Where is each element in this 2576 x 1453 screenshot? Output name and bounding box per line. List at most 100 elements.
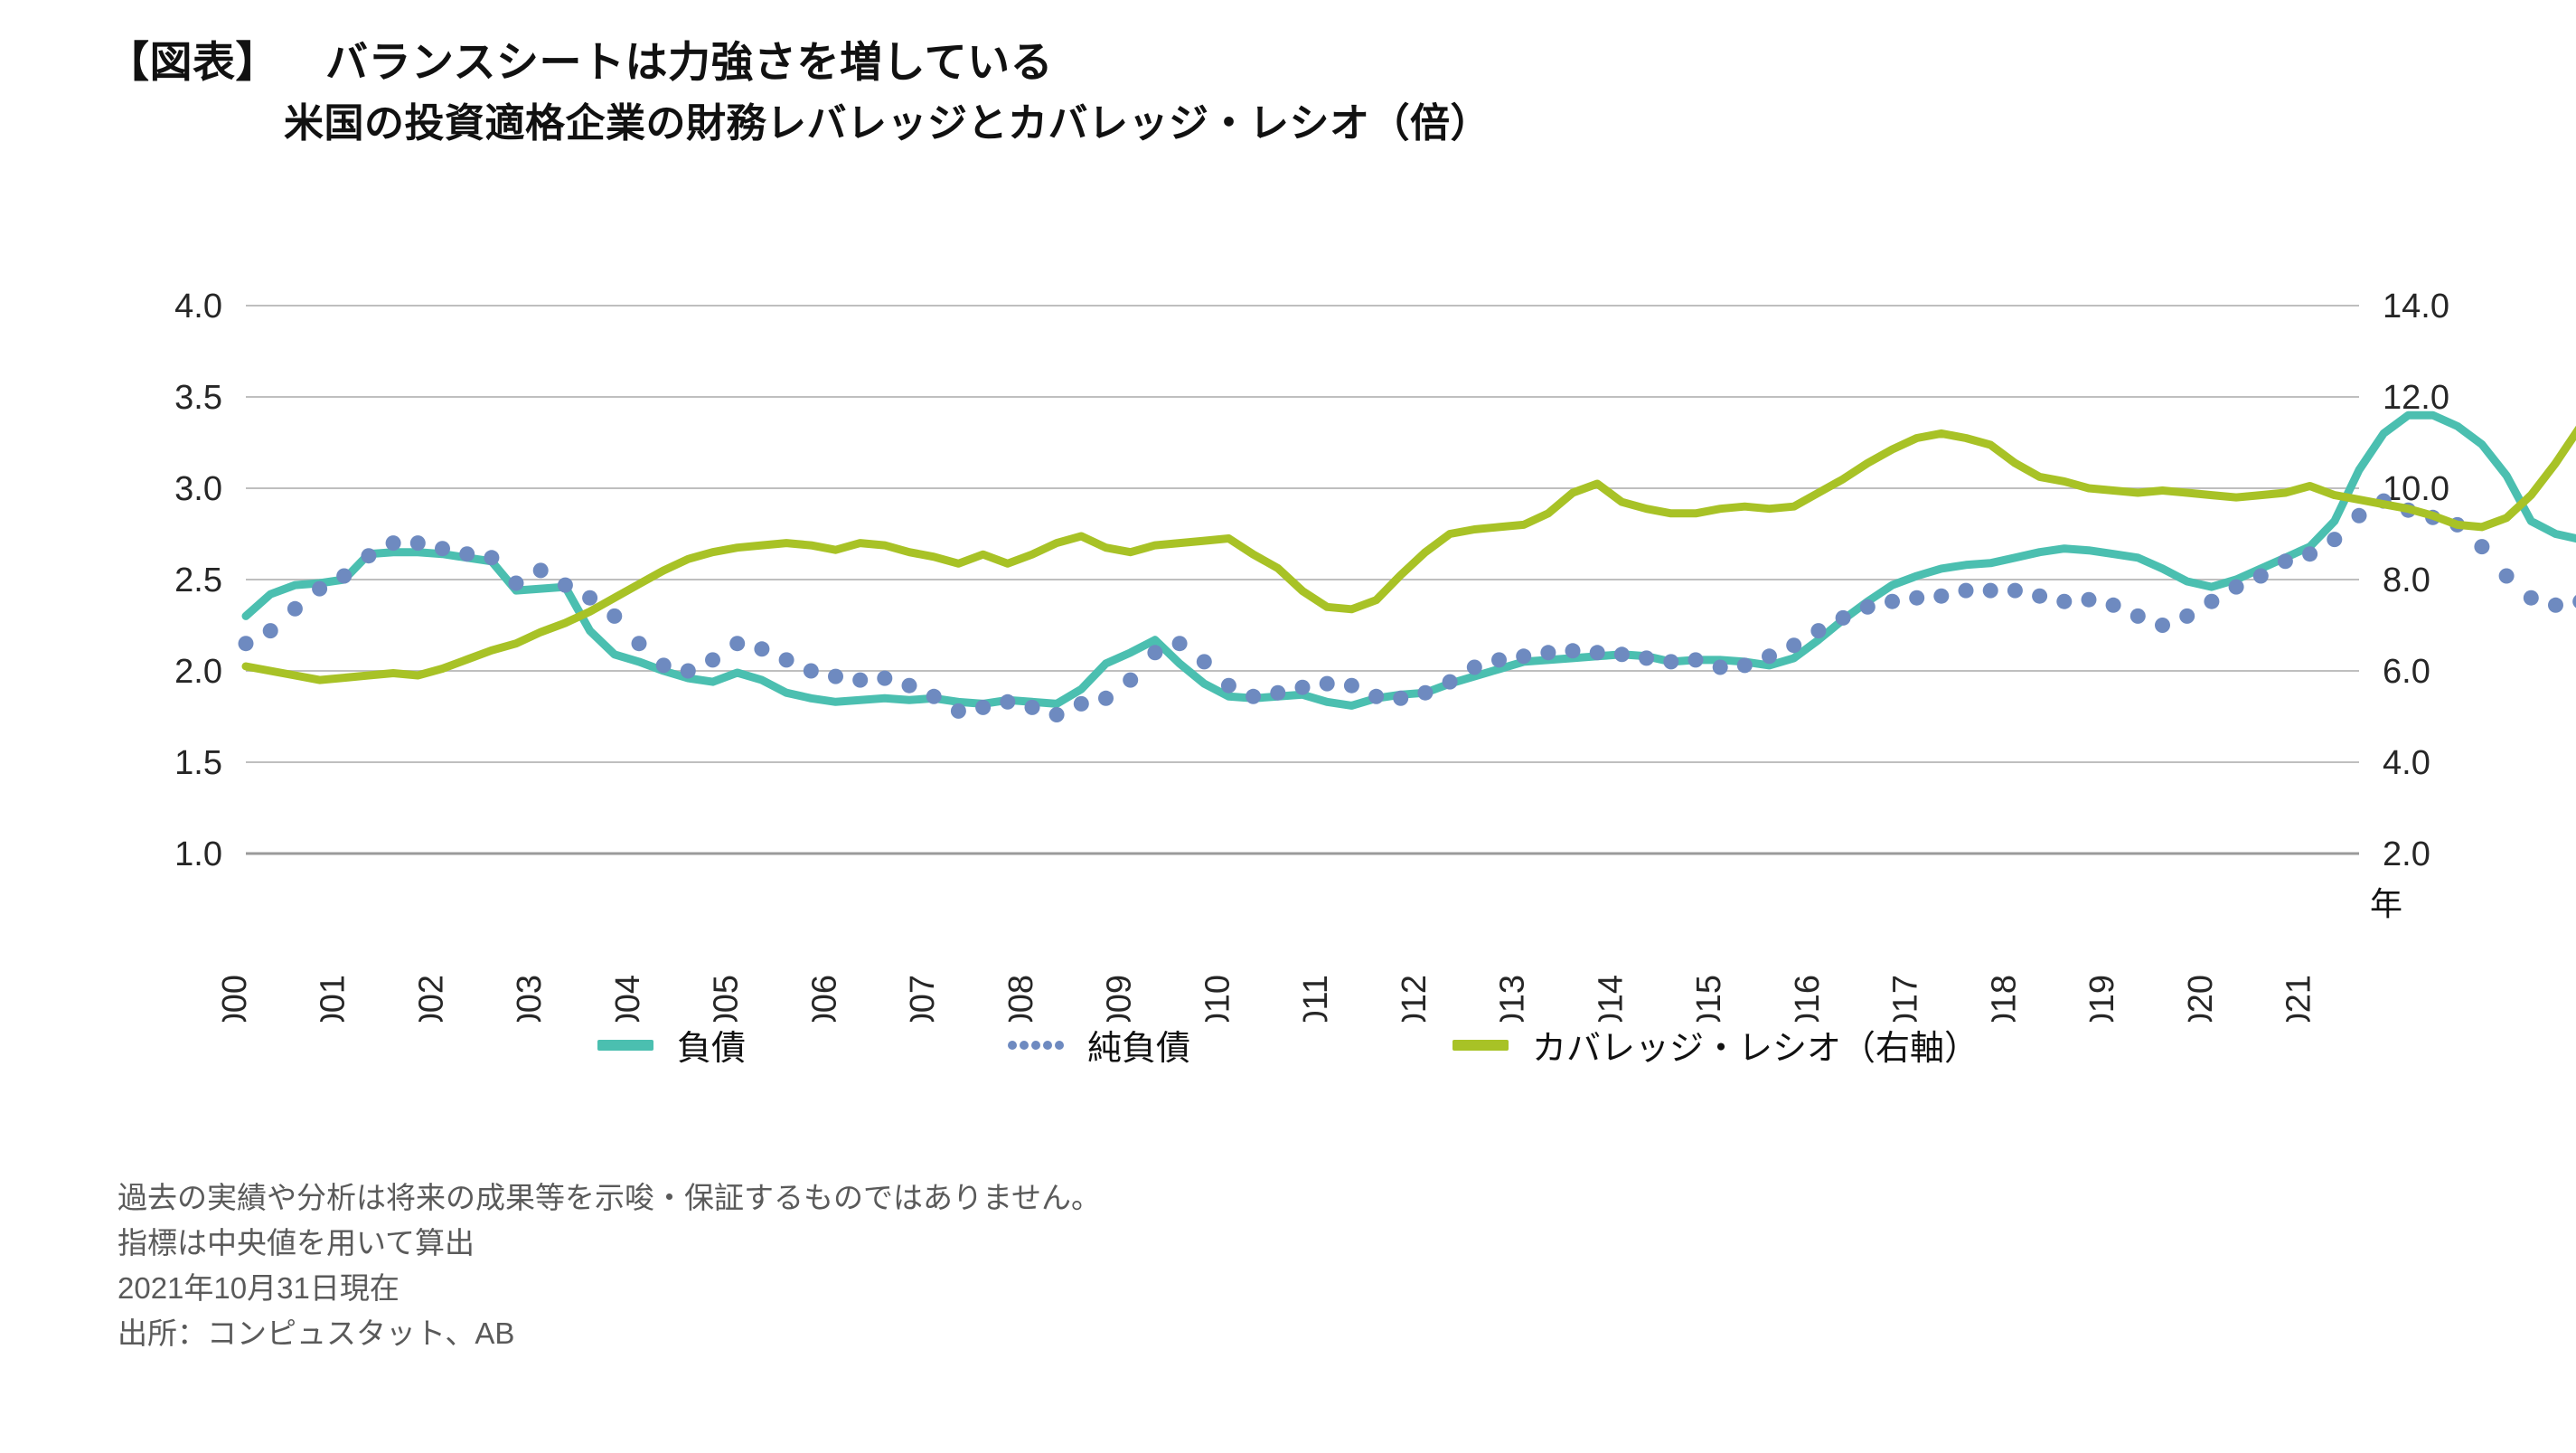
title-bracket: 【図表】 (107, 38, 278, 86)
data-point-2-50 (1466, 659, 1482, 675)
series-line-3 (241, 425, 2576, 684)
data-point-2-11 (508, 575, 524, 591)
y-axis-tick-2.5: 2.5 (174, 561, 222, 599)
data-point-2-19 (705, 652, 720, 668)
data-point-2-71 (1982, 582, 1998, 599)
data-point-2-58 (1663, 654, 1679, 670)
data-point-2-27 (901, 677, 917, 693)
data-point-2-84 (2302, 546, 2318, 562)
data-point-2-16 (631, 636, 647, 652)
data-point-2-67 (1885, 593, 1900, 609)
x-axis-tick-2015: 2015 (1690, 975, 1728, 1022)
data-point-2-53 (1540, 645, 1556, 661)
legend-debt[interactable]: 負債 (597, 1020, 746, 1070)
data-point-2-2 (287, 600, 303, 617)
data-point-2-62 (1762, 648, 1777, 665)
x-axis-tick-2009: 2009 (1101, 975, 1139, 1022)
data-point-2-3 (312, 580, 328, 597)
data-point-2-61 (1736, 657, 1753, 674)
data-point-2-79 (2179, 608, 2195, 624)
title-block: 【図表】 バランスシートは力強さを増している 米国の投資適格企業の財務レバレッジと… (107, 38, 1490, 147)
chart-plot-area: 1.0 1.5 2.0 2.5 3.0 3.5 4.0 2.0 4.0 6.0 8.0 10.0 12.… (174, 288, 2576, 1022)
y2-axis-tick-8.0: 8.0 (2383, 561, 2430, 599)
data-point-2-24 (828, 668, 843, 684)
x-axis-tick-2006: 2006 (806, 975, 844, 1022)
x-axis-unit-label: 年 (2370, 885, 2402, 922)
data-point-2-85 (2327, 532, 2343, 548)
data-point-2-93 (2523, 590, 2539, 606)
legend-coverage-ratio[interactable]: カバレッジ・レシオ（右軸） (1453, 1020, 1979, 1070)
x-axis-tick-2019: 2019 (2083, 975, 2121, 1022)
data-point-2-39 (1196, 654, 1212, 670)
y2-axis-tick-6.0: 6.0 (2383, 653, 2430, 691)
x-axis-tick-2014: 2014 (1592, 975, 1630, 1022)
y2-axis-tick-4.0: 4.0 (2383, 744, 2430, 782)
data-point-2-25 (852, 672, 869, 688)
data-point-2-80 (2204, 593, 2220, 609)
y-axis-tick-2.0: 2.0 (174, 653, 222, 691)
data-point-2-94 (2548, 597, 2563, 613)
data-point-2-83 (2277, 553, 2293, 570)
data-point-2-5 (361, 548, 377, 564)
footnotes-block: 過去の実績や分析は将来の成果等を示唆・保証するものではありません。 指標は中央値を… (118, 1175, 1101, 1357)
data-point-2-69 (1933, 588, 1950, 604)
data-point-2-8 (435, 541, 450, 557)
data-point-2-77 (2129, 608, 2146, 624)
legend-debt-swatch-icon (597, 1039, 653, 1051)
series-1-left (241, 410, 2576, 710)
data-point-2-49 (1442, 674, 1458, 690)
x-axis-tick-2016: 2016 (1789, 975, 1827, 1022)
data-point-2-46 (1368, 688, 1385, 704)
data-point-2-4 (336, 568, 353, 584)
x-axis-tick-2008: 2008 (1002, 975, 1040, 1022)
data-point-2-29 (950, 703, 966, 719)
series-line-1 (241, 410, 2576, 710)
data-point-2-65 (1835, 609, 1851, 626)
data-point-2-43 (1294, 679, 1311, 695)
data-point-2-23 (803, 663, 819, 679)
data-point-2-81 (2228, 579, 2244, 595)
data-point-2-37 (1147, 645, 1163, 661)
data-point-2-57 (1639, 650, 1655, 666)
x-axis-tick-2012: 2012 (1396, 975, 1434, 1022)
data-point-2-72 (2007, 582, 2023, 599)
data-point-2-34 (1073, 695, 1089, 712)
data-point-2-1 (262, 623, 278, 639)
data-point-2-7 (409, 535, 426, 552)
y-axis-tick-1.0: 1.0 (174, 835, 222, 873)
data-point-2-92 (2498, 568, 2515, 584)
data-point-2-31 (1000, 693, 1016, 710)
x-axis-tick-2003: 2003 (511, 975, 549, 1022)
y-axis-tick-3.0: 3.0 (174, 470, 222, 508)
x-axis-tick-2018: 2018 (1985, 975, 2023, 1022)
data-point-2-78 (2155, 618, 2170, 633)
data-point-2-38 (1171, 636, 1188, 652)
data-point-2-66 (1859, 599, 1876, 615)
data-point-2-10 (484, 550, 500, 566)
data-point-2-59 (1688, 652, 1704, 668)
legend-debt-label: 負債 (676, 1030, 746, 1068)
data-point-2-40 (1220, 677, 1236, 693)
x-axis-tick-2020: 2020 (2182, 975, 2220, 1022)
data-point-2-68 (1909, 590, 1925, 606)
data-point-2-44 (1319, 675, 1335, 692)
y2-axis-tick-2.0: 2.0 (2383, 835, 2430, 873)
x-axis-tick-2011: 2011 (1297, 975, 1335, 1022)
data-point-2-41 (1246, 688, 1262, 704)
x-axis-tick-2007: 2007 (904, 975, 942, 1022)
footnote-line-1: 指標は中央値を用いて算出 (118, 1226, 475, 1260)
data-point-2-13 (557, 577, 573, 593)
legend-net-debt[interactable]: 純負債 (1007, 1020, 1190, 1070)
data-point-2-74 (2056, 593, 2073, 609)
data-point-2-12 (532, 562, 549, 579)
data-point-2-45 (1343, 677, 1359, 693)
data-point-2-73 (2032, 588, 2048, 604)
data-point-2-6 (385, 535, 401, 552)
x-axis-tick-2001: 2001 (315, 975, 353, 1022)
series-3-right (241, 425, 2576, 684)
data-point-2-64 (1810, 623, 1827, 639)
data-point-2-75 (2081, 591, 2097, 608)
data-point-2-54 (1565, 643, 1581, 659)
